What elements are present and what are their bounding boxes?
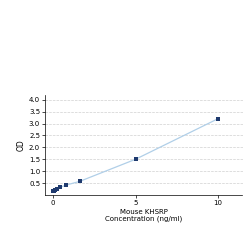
Point [216, 117, 220, 121]
Point [134, 157, 138, 161]
Y-axis label: OD: OD [17, 139, 26, 151]
Point [51, 190, 55, 194]
Point [78, 180, 82, 184]
Point [54, 187, 58, 191]
Point [53, 188, 57, 192]
Point [52, 189, 56, 193]
X-axis label: Mouse KHSRP
Concentration (ng/ml): Mouse KHSRP Concentration (ng/ml) [105, 209, 182, 222]
Point [58, 186, 62, 190]
Point [64, 183, 68, 187]
